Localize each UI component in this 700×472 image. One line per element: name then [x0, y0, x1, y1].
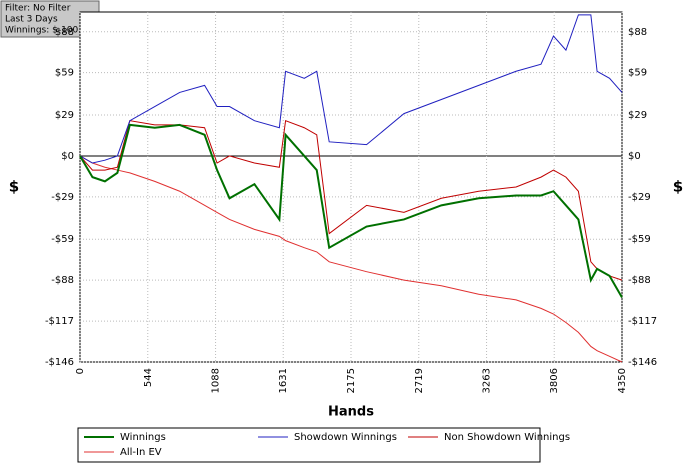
legend-label: Winnings — [120, 432, 166, 443]
y-tick-label: -$88 — [628, 275, 651, 286]
y-tick-label: -$59 — [628, 234, 651, 245]
y-tick-label: -$29 — [628, 192, 651, 203]
legend-label: Non Showdown Winnings — [444, 432, 570, 443]
x-tick-label: 1088 — [211, 368, 222, 393]
x-tick-label: 0 — [75, 368, 86, 374]
y-tick-label: $88 — [55, 27, 74, 38]
filter-line: Last 3 Days — [5, 15, 58, 25]
y-tick-label: -$117 — [45, 316, 74, 327]
legend — [77, 427, 541, 463]
x-tick-label: 2719 — [414, 368, 425, 393]
y-tick-label: -$146 — [45, 357, 74, 368]
x-tick-label: 4350 — [617, 368, 628, 393]
legend-label: Showdown Winnings — [294, 432, 397, 443]
x-tick-label: 2175 — [346, 368, 357, 393]
y-tick-label: $29 — [628, 110, 647, 121]
x-tick-label: 544 — [143, 368, 154, 387]
y-tick-label: $59 — [55, 68, 74, 79]
series-line — [79, 14, 623, 164]
y-tick-label: -$29 — [51, 192, 74, 203]
x-axis-label: Hands — [328, 405, 374, 420]
y-tick-label: -$59 — [51, 234, 74, 245]
y-axis-label: $ — [9, 178, 19, 196]
y-tick-label: $0 — [628, 151, 641, 162]
y-tick-label: -$146 — [628, 357, 657, 368]
x-tick-label: 3263 — [482, 368, 493, 393]
y-tick-label: $59 — [628, 68, 647, 79]
y-tick-label: -$117 — [628, 316, 657, 327]
y-tick-label: $0 — [61, 151, 74, 162]
filter-line: Filter: No Filter — [5, 4, 71, 14]
y-tick-label: $88 — [628, 27, 647, 38]
legend-label: All-In EV — [120, 447, 162, 458]
x-tick-label: 1631 — [278, 368, 289, 393]
y-tick-label: $29 — [55, 110, 74, 121]
series-line — [79, 119, 623, 281]
series-line — [79, 123, 623, 299]
x-tick-label: 3806 — [549, 368, 560, 393]
series-line — [79, 155, 623, 363]
y-tick-label: -$88 — [51, 275, 74, 286]
y-axis-label: $ — [673, 178, 683, 196]
filter-line: Winnings: $-100.32 — [5, 26, 93, 36]
